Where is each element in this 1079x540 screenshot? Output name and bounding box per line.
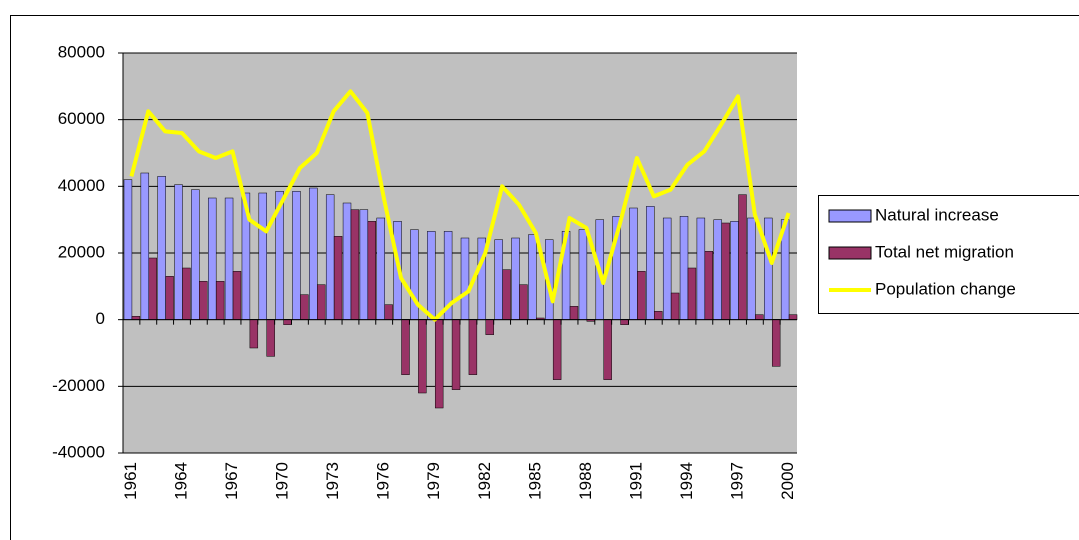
bar <box>552 319 562 380</box>
x-tick-label: 1982 <box>475 462 494 500</box>
bar <box>468 319 478 375</box>
bar <box>460 237 470 320</box>
bar <box>730 221 739 320</box>
bar <box>485 319 494 335</box>
bar <box>249 319 259 349</box>
bar <box>747 217 756 320</box>
bar <box>620 319 629 325</box>
x-tick-label: 1970 <box>273 462 292 500</box>
bar <box>309 187 318 320</box>
x-tick-label: 1991 <box>626 462 645 500</box>
bar <box>771 319 781 367</box>
legend-label: Population change <box>875 279 1016 298</box>
bar <box>317 284 326 320</box>
bar <box>679 216 689 320</box>
bar <box>654 311 663 320</box>
bar <box>215 281 225 320</box>
bar <box>292 191 301 320</box>
y-tick-label: 80000 <box>58 42 105 61</box>
y-tick-label: 40000 <box>58 176 105 195</box>
bar <box>721 222 730 320</box>
bar <box>359 209 369 320</box>
bar <box>738 194 747 320</box>
x-tick-label: 2000 <box>778 462 797 500</box>
bar <box>123 179 133 320</box>
bar <box>764 217 773 320</box>
bar <box>376 217 385 320</box>
bar <box>569 306 579 320</box>
y-tick-label: 0 <box>96 309 105 328</box>
bar <box>519 284 528 320</box>
bar <box>165 276 174 320</box>
bar <box>224 197 234 320</box>
bar <box>418 319 427 394</box>
bar <box>502 269 511 320</box>
bar <box>191 189 200 320</box>
bar <box>646 206 655 320</box>
x-tick-label: 1997 <box>728 462 747 500</box>
y-tick-label: 20000 <box>58 242 105 261</box>
bar <box>788 314 798 320</box>
bar <box>427 231 436 320</box>
x-tick-label: 1964 <box>171 462 190 500</box>
bar <box>451 319 461 390</box>
bar <box>232 271 242 320</box>
bar <box>755 314 764 320</box>
bar <box>662 217 672 320</box>
bar <box>687 267 697 320</box>
x-tick-label: 1985 <box>525 462 544 500</box>
y-tick-label: -40000 <box>52 442 105 461</box>
legend-swatch <box>828 246 872 260</box>
bar <box>182 267 191 320</box>
x-tick-label: 1988 <box>576 462 595 500</box>
bar <box>140 172 150 320</box>
bar <box>434 319 444 409</box>
bar <box>208 197 217 320</box>
y-tick-label: -20000 <box>52 376 105 395</box>
bar <box>174 184 183 320</box>
line <box>129 89 791 322</box>
bar <box>401 319 410 375</box>
legend-swatch <box>828 209 872 223</box>
x-tick-label: 1979 <box>424 462 443 500</box>
bar <box>384 304 393 320</box>
bar <box>704 251 714 320</box>
bar <box>342 202 352 320</box>
x-tick-label: 1961 <box>121 462 140 500</box>
bar <box>258 192 267 320</box>
bar <box>266 319 275 357</box>
bar <box>713 219 722 320</box>
x-tick-label: 1973 <box>323 462 342 500</box>
bar <box>333 236 343 320</box>
bar <box>528 234 537 320</box>
bar <box>283 319 292 325</box>
bar <box>199 281 208 320</box>
bar <box>325 194 335 320</box>
bar <box>494 239 503 320</box>
bar <box>157 176 166 320</box>
x-tick-label: 1967 <box>222 462 241 500</box>
bar <box>148 257 157 320</box>
y-tick-label: 60000 <box>58 109 105 128</box>
bar <box>670 292 680 320</box>
x-tick-label: 1994 <box>677 462 696 500</box>
x-tick-label: 1976 <box>374 462 393 500</box>
legend-label: Total net migration <box>875 242 1014 261</box>
bar <box>578 229 588 320</box>
bar <box>629 207 638 320</box>
bar <box>637 271 646 320</box>
bar <box>696 217 706 320</box>
legend-label: Natural increase <box>875 205 999 224</box>
bar <box>300 294 309 320</box>
bar <box>350 209 360 320</box>
bar <box>511 237 520 320</box>
bar <box>367 221 377 320</box>
bar <box>603 319 612 380</box>
